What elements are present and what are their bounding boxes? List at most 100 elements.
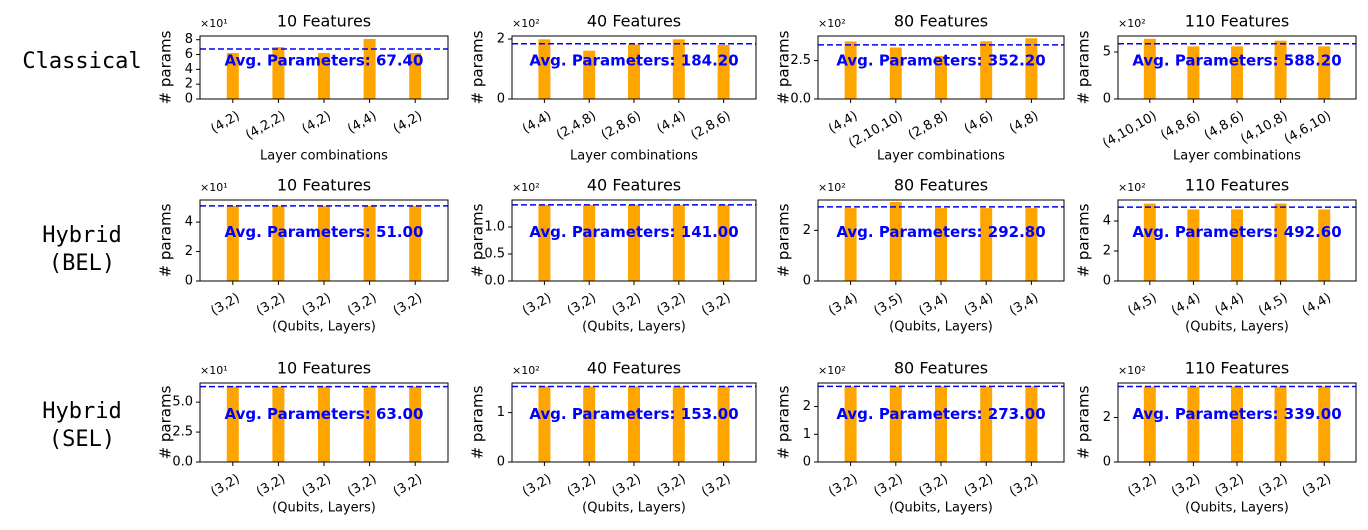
x-label: Layer combinations — [1173, 149, 1301, 164]
x-tick-label: (4,8,6) — [1158, 109, 1203, 144]
y-tick-label: 0 — [1103, 92, 1111, 107]
y-label: # params — [775, 30, 793, 104]
x-tick-label: (3,2) — [654, 472, 688, 500]
bar — [980, 386, 993, 462]
avg-label: Avg. Parameters: 273.00 — [836, 405, 1045, 423]
bar — [717, 386, 730, 462]
chart-title: 110 Features — [1185, 359, 1289, 378]
chart-title: 10 Features — [277, 176, 371, 195]
x-tick-label: (3,2) — [699, 472, 733, 500]
x-tick-label: (3,2) — [391, 291, 425, 319]
x-tick-label: (2,4,8) — [554, 109, 599, 144]
bar — [844, 386, 857, 462]
bar — [672, 386, 685, 462]
axes-frame — [817, 382, 1065, 463]
y-tick-label: 2 — [185, 244, 193, 259]
x-tick-label: (4,5) — [1125, 291, 1159, 319]
axes-frame — [199, 35, 449, 100]
x-tick-label: (3,2) — [654, 291, 688, 319]
axes-frame — [511, 199, 757, 282]
x-label: (Qubits, Layers) — [889, 320, 993, 335]
x-tick-label: (3,2) — [1169, 472, 1203, 500]
x-tick-label: (3,2) — [610, 472, 644, 500]
x-tick-label: (2,8,6) — [688, 109, 733, 144]
bar — [409, 53, 422, 99]
bar — [672, 204, 685, 281]
bar — [1231, 209, 1243, 281]
x-tick-label: (3,4) — [962, 291, 996, 319]
y-label: # params — [1075, 385, 1093, 459]
bar — [717, 45, 730, 99]
chart-title: 40 Features — [587, 176, 681, 195]
bar — [1143, 386, 1156, 462]
axes-frame — [1117, 35, 1357, 100]
x-tick-label: (3,2) — [699, 291, 733, 319]
bar — [409, 386, 422, 462]
chart-title: 110 Features — [1185, 12, 1289, 31]
x-tick-label: (4,6) — [962, 109, 996, 137]
y-tick-label: 4 — [1103, 214, 1111, 229]
x-label: (Qubits, Layers) — [272, 501, 376, 516]
bar — [1187, 386, 1200, 462]
y-label: # params — [157, 30, 175, 104]
y-offset: ×10¹ — [200, 17, 228, 30]
axes-frame — [511, 382, 757, 463]
y-tick-label: 0 — [185, 92, 193, 107]
y-tick-label: 0.5 — [484, 247, 505, 262]
x-tick-label: (4,4) — [345, 109, 379, 137]
x-tick-label: (3,2) — [565, 291, 599, 319]
x-tick-label: (3,2) — [1007, 472, 1041, 500]
bar — [1274, 386, 1287, 462]
y-tick-label: 1.0 — [484, 220, 505, 235]
bar — [1231, 46, 1243, 99]
bar — [1025, 38, 1038, 99]
y-label: # params — [775, 385, 793, 459]
y-tick-label: 0.0 — [484, 274, 505, 289]
bar — [1143, 203, 1156, 281]
x-tick-label: (4,4) — [1169, 291, 1203, 319]
y-tick-label: 0 — [497, 455, 505, 470]
x-tick-label: (4,10,10) — [1100, 109, 1159, 152]
x-tick-label: (3,2) — [917, 472, 951, 500]
x-tick-label: (4,2) — [300, 109, 334, 137]
bar — [226, 205, 239, 281]
y-tick-label: 2 — [803, 223, 811, 238]
bar — [363, 38, 376, 99]
y-tick-label: 4 — [185, 62, 193, 77]
y-label: # params — [157, 203, 175, 277]
y-offset: ×10² — [818, 181, 846, 194]
y-tick-label: 0 — [1103, 274, 1111, 289]
y-offset: ×10² — [512, 364, 540, 377]
x-tick-label: (3,2) — [1300, 472, 1334, 500]
x-tick-label: (4,10,8) — [1238, 109, 1290, 148]
y-label: # params — [1075, 203, 1093, 277]
avg-label: Avg. Parameters: 141.00 — [529, 223, 738, 241]
avg-label: Avg. Parameters: 153.00 — [529, 405, 738, 423]
x-tick-label: (3,2) — [1256, 472, 1290, 500]
row-label: (SEL) — [49, 427, 115, 452]
x-tick-label: (3,2) — [300, 472, 334, 500]
bar — [583, 204, 596, 281]
x-tick-label: (3,2) — [962, 472, 996, 500]
y-tick-label: 0.0 — [172, 455, 193, 470]
avg-label: Avg. Parameters: 292.80 — [836, 223, 1045, 241]
y-tick-label: 5 — [1103, 44, 1111, 59]
axes-frame — [199, 382, 449, 463]
bar — [1025, 386, 1038, 462]
x-tick-label: (3,2) — [345, 472, 379, 500]
y-tick-label: 2 — [803, 399, 811, 414]
y-tick-label: 2.5 — [172, 425, 193, 440]
y-label: # params — [775, 203, 793, 277]
y-offset: ×10² — [1118, 364, 1146, 377]
avg-label: Avg. Parameters: 67.40 — [225, 52, 424, 70]
x-tick-label: (3,2) — [1125, 472, 1159, 500]
bar — [1318, 386, 1331, 462]
bar — [272, 205, 285, 281]
x-tick-label: (2,8,6) — [599, 109, 644, 144]
y-tick-label: 2 — [1103, 410, 1111, 425]
bar — [538, 39, 551, 99]
bar — [980, 208, 993, 281]
bar — [583, 386, 596, 462]
bar — [318, 205, 330, 281]
